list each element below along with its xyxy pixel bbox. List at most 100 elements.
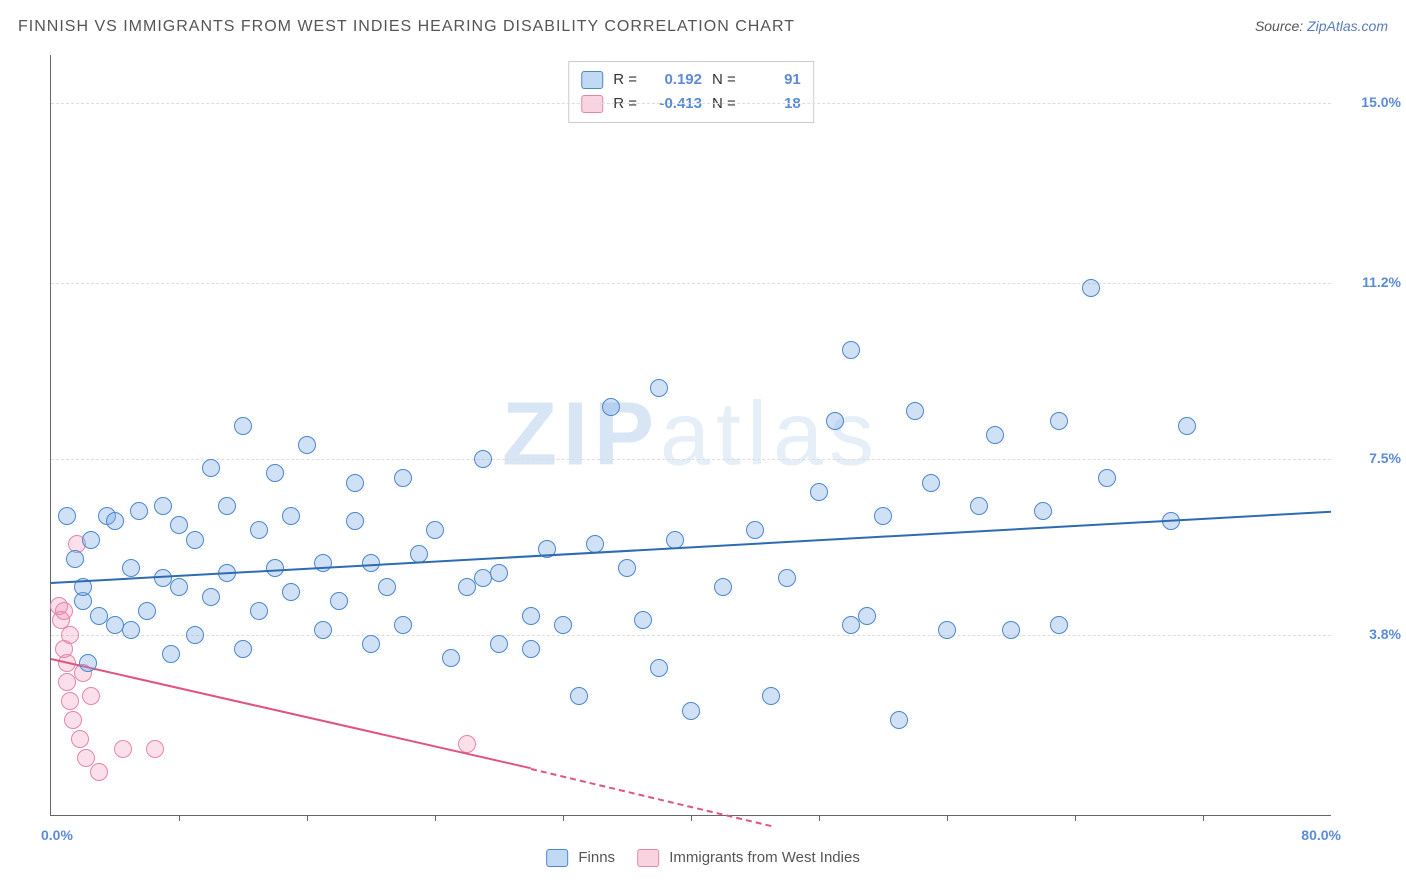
- data-point-blue: [394, 469, 412, 487]
- y-tick-label: 15.0%: [1341, 94, 1401, 110]
- data-point-blue: [122, 621, 140, 639]
- data-point-blue: [1002, 621, 1020, 639]
- data-point-blue: [1050, 412, 1068, 430]
- x-minor-tick: [819, 815, 820, 821]
- data-point-blue: [250, 521, 268, 539]
- data-point-blue: [106, 512, 124, 530]
- data-point-pink: [64, 711, 82, 729]
- x-minor-tick: [435, 815, 436, 821]
- data-point-blue: [170, 516, 188, 534]
- data-point-blue: [314, 554, 332, 572]
- legend-item-west-indies: Immigrants from West Indies: [637, 849, 860, 867]
- data-point-blue: [1050, 616, 1068, 634]
- data-point-blue: [1034, 502, 1052, 520]
- y-tick-label: 7.5%: [1341, 450, 1401, 466]
- trendline-dash-pink: [531, 768, 771, 827]
- data-point-pink: [55, 602, 73, 620]
- legend-label-finns: Finns: [578, 849, 615, 866]
- watermark: ZIPatlas: [502, 384, 880, 487]
- data-point-blue: [58, 507, 76, 525]
- data-point-blue: [202, 588, 220, 606]
- data-point-pink: [114, 740, 132, 758]
- data-point-blue: [234, 417, 252, 435]
- x-minor-tick: [947, 815, 948, 821]
- swatch-pink-icon: [581, 95, 603, 113]
- data-point-blue: [162, 645, 180, 663]
- y-tick-label: 11.2%: [1341, 274, 1401, 290]
- data-point-blue: [474, 450, 492, 468]
- data-point-blue: [266, 559, 284, 577]
- swatch-west-indies-icon: [637, 849, 659, 867]
- data-point-blue: [762, 687, 780, 705]
- gridline: [51, 459, 1331, 460]
- data-point-blue: [186, 626, 204, 644]
- data-point-blue: [810, 483, 828, 501]
- data-point-pink: [146, 740, 164, 758]
- gridline: [51, 283, 1331, 284]
- data-point-blue: [522, 607, 540, 625]
- data-point-blue: [826, 412, 844, 430]
- data-point-blue: [330, 592, 348, 610]
- data-point-pink: [458, 735, 476, 753]
- data-point-blue: [362, 635, 380, 653]
- data-point-blue: [634, 611, 652, 629]
- y-tick-label: 3.8%: [1341, 626, 1401, 642]
- data-point-blue: [378, 578, 396, 596]
- n-label: N =: [712, 68, 736, 92]
- data-point-pink: [61, 692, 79, 710]
- data-point-blue: [282, 507, 300, 525]
- data-point-pink: [71, 730, 89, 748]
- data-point-blue: [458, 578, 476, 596]
- data-point-blue: [82, 531, 100, 549]
- legend-row-pink: R = -0.413 N = 18: [581, 92, 801, 116]
- n-value-blue: 91: [746, 68, 801, 92]
- swatch-finns-icon: [546, 849, 568, 867]
- x-minor-tick: [563, 815, 564, 821]
- data-point-blue: [122, 559, 140, 577]
- data-point-blue: [218, 497, 236, 515]
- data-point-blue: [410, 545, 428, 563]
- data-point-blue: [682, 702, 700, 720]
- legend-item-finns: Finns: [546, 849, 615, 867]
- x-minor-tick: [1075, 815, 1076, 821]
- series-legend: Finns Immigrants from West Indies: [546, 849, 860, 867]
- correlation-legend: R = 0.192 N = 91 R = -0.413 N = 18: [568, 61, 814, 123]
- data-point-blue: [874, 507, 892, 525]
- data-point-blue: [442, 649, 460, 667]
- data-point-blue: [426, 521, 444, 539]
- x-tick-max: 80.0%: [1301, 827, 1341, 843]
- data-point-blue: [138, 602, 156, 620]
- data-point-blue: [266, 464, 284, 482]
- data-point-blue: [490, 564, 508, 582]
- data-point-blue: [490, 635, 508, 653]
- x-minor-tick: [179, 815, 180, 821]
- trendline-blue: [51, 511, 1331, 584]
- data-point-blue: [394, 616, 412, 634]
- data-point-blue: [666, 531, 684, 549]
- data-point-blue: [554, 616, 572, 634]
- data-point-blue: [186, 531, 204, 549]
- legend-row-blue: R = 0.192 N = 91: [581, 68, 801, 92]
- x-minor-tick: [691, 815, 692, 821]
- data-point-blue: [714, 578, 732, 596]
- scatter-plot: ZIPatlas R = 0.192 N = 91 R = -0.413 N =…: [50, 55, 1331, 816]
- data-point-blue: [314, 621, 332, 639]
- data-point-pink: [58, 673, 76, 691]
- data-point-blue: [1082, 279, 1100, 297]
- n-value-pink: 18: [746, 92, 801, 116]
- data-point-blue: [986, 426, 1004, 444]
- data-point-blue: [938, 621, 956, 639]
- data-point-blue: [906, 402, 924, 420]
- chart-title: FINNISH VS IMMIGRANTS FROM WEST INDIES H…: [18, 18, 795, 36]
- x-minor-tick: [1203, 815, 1204, 821]
- data-point-pink: [82, 687, 100, 705]
- source-prefix: Source:: [1255, 18, 1307, 34]
- gridline: [51, 635, 1331, 636]
- data-point-blue: [234, 640, 252, 658]
- gridline: [51, 103, 1331, 104]
- data-point-blue: [778, 569, 796, 587]
- x-minor-tick: [307, 815, 308, 821]
- data-point-blue: [130, 502, 148, 520]
- source-link[interactable]: ZipAtlas.com: [1307, 18, 1388, 34]
- data-point-blue: [66, 550, 84, 568]
